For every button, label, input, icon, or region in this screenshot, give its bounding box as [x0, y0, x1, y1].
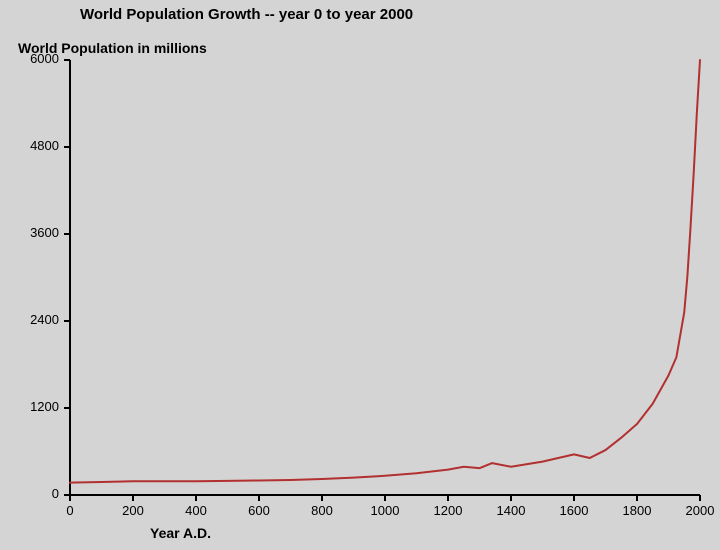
y-tick-label: 0 [14, 486, 59, 501]
x-tick-label: 200 [113, 503, 153, 518]
y-tick-label: 3600 [14, 225, 59, 240]
x-tick-label: 2000 [680, 503, 720, 518]
x-tick-label: 1400 [491, 503, 531, 518]
x-tick-label: 1600 [554, 503, 594, 518]
y-tick-label: 2400 [14, 312, 59, 327]
x-tick-label: 0 [50, 503, 90, 518]
x-tick-label: 1200 [428, 503, 468, 518]
y-tick-label: 4800 [14, 138, 59, 153]
x-tick-label: 1800 [617, 503, 657, 518]
x-tick-label: 800 [302, 503, 342, 518]
x-tick-label: 600 [239, 503, 279, 518]
x-tick-label: 400 [176, 503, 216, 518]
population-line [70, 60, 700, 483]
x-tick-label: 1000 [365, 503, 405, 518]
chart-svg [0, 0, 720, 550]
y-tick-label: 6000 [14, 51, 59, 66]
y-tick-label: 1200 [14, 399, 59, 414]
